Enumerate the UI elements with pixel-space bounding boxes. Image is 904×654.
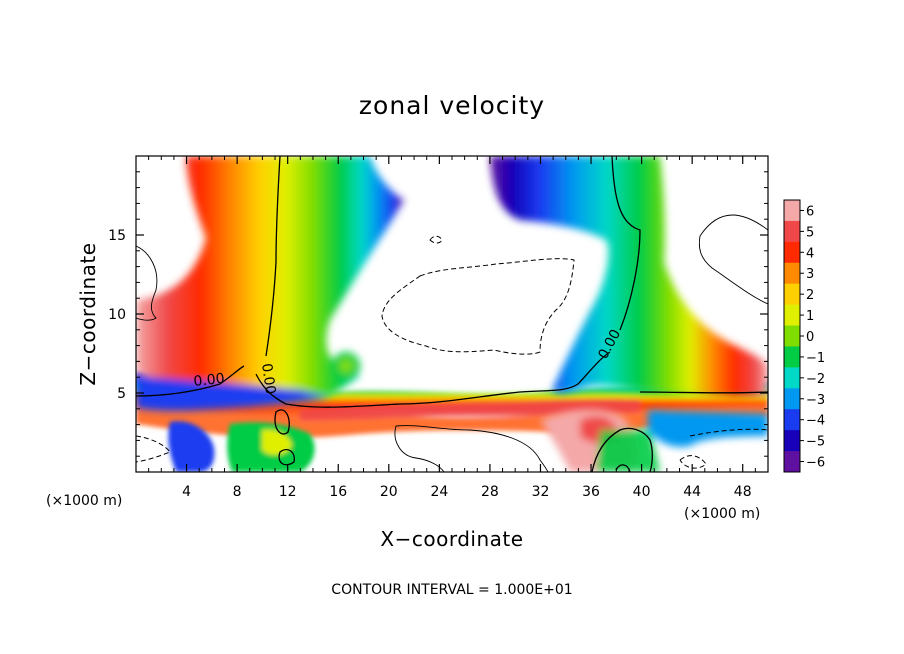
colorbar-tick-label: 3 — [806, 267, 814, 282]
z-unit-label: (×1000 m) — [46, 493, 122, 509]
colorbar-segment — [784, 220, 800, 243]
y-axis-label: Z−coordinate — [76, 242, 100, 385]
colorbar-tick-label: 4 — [806, 246, 814, 261]
heatmap-field — [136, 156, 768, 472]
x-tick-label: 4 — [182, 484, 191, 500]
x-tick-label: 20 — [380, 484, 398, 500]
y-axis: 5 10 15 — [108, 171, 768, 457]
colorbar-segment — [784, 241, 800, 264]
colorbar-segment — [784, 262, 800, 285]
colorbar-segment — [784, 451, 800, 473]
contour-label: 0.00 — [258, 362, 278, 395]
colorbar-tick-label: −1 — [806, 351, 825, 366]
x-tick-label: 48 — [734, 484, 752, 500]
colorbar-tick-label: −6 — [806, 456, 825, 471]
x-tick-label: 32 — [532, 484, 550, 500]
colorbar-tick-label: 2 — [806, 288, 814, 303]
colorbar-tick-label: −5 — [806, 435, 825, 450]
x-tick-label: 44 — [683, 484, 701, 500]
x-tick-label: 24 — [430, 484, 448, 500]
x-tick-label: 12 — [279, 484, 297, 500]
colorbar-segment — [784, 304, 800, 327]
x-axis: 4 8 12 16 20 24 28 32 36 40 44 48 — [148, 156, 756, 500]
contour-interval-note: CONTOUR INTERVAL = 1.000E+01 — [331, 582, 572, 598]
x-unit-label: (×1000 m) — [684, 506, 760, 522]
colorbar-segment — [784, 409, 800, 431]
colorbar-tick-label: 0 — [806, 330, 814, 345]
y-tick-label: 10 — [108, 307, 126, 323]
contour-labels: 0.00 0.00 0.00 — [193, 327, 624, 396]
colorbar-tick-label: −2 — [806, 372, 825, 387]
colorbar-tick-label: −3 — [806, 393, 825, 408]
colorbar-segment — [784, 200, 800, 222]
x-tick-label: 28 — [481, 484, 499, 500]
colorbar-tick-label: 5 — [806, 225, 814, 240]
contour-label: 0.00 — [193, 371, 226, 390]
colorbar-tick-label: 1 — [806, 309, 814, 324]
colorbar-segment — [784, 325, 800, 347]
colorbar: 6 5 4 3 2 1 0 −1 −2 −3 −4 −5 −6 — [783, 199, 825, 473]
colorbar-segment — [784, 388, 800, 410]
x-tick-label: 36 — [582, 484, 600, 500]
colorbar-segment — [784, 430, 800, 452]
x-tick-label: 8 — [233, 484, 242, 500]
colorbar-tick-label: 6 — [806, 204, 814, 219]
colorbar-tick-label: −4 — [806, 414, 825, 429]
y-tick-label: 5 — [117, 386, 126, 402]
colorbar-segment — [784, 367, 800, 389]
x-axis-label: X−coordinate — [380, 527, 523, 551]
chart-title: zonal velocity — [359, 91, 545, 120]
x-tick-label: 40 — [633, 484, 651, 500]
colorbar-segment — [784, 283, 800, 306]
y-tick-label: 15 — [108, 228, 126, 244]
colorbar-segment — [784, 346, 800, 368]
x-tick-label: 16 — [329, 484, 347, 500]
